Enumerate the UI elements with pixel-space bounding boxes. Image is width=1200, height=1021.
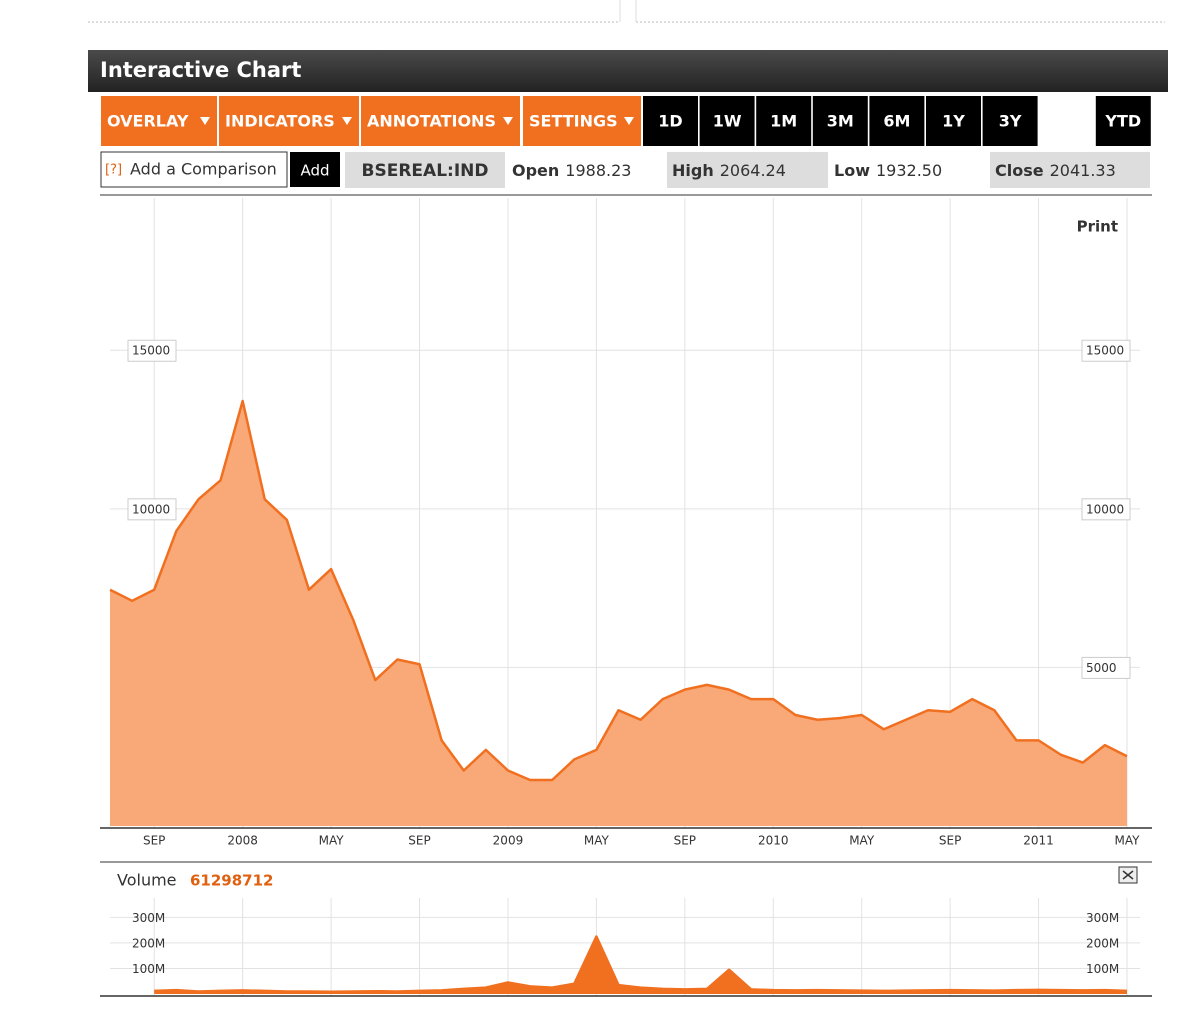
range-button[interactable] <box>699 96 755 146</box>
comparison-placeholder: Add a Comparison <box>130 160 277 179</box>
range-label: 1Y <box>942 112 965 131</box>
menu-button[interactable] <box>219 96 359 146</box>
area <box>154 936 1127 994</box>
y-tick-label: 300M <box>132 911 165 925</box>
range-label: YTD <box>1104 112 1141 131</box>
range-button[interactable] <box>869 96 925 146</box>
x-tick-label: MAY <box>584 834 610 848</box>
x-tick-label: SEP <box>674 834 696 848</box>
add-button[interactable] <box>290 152 340 187</box>
help-icon[interactable]: [?] <box>105 163 122 178</box>
x-tick-label: SEP <box>939 834 961 848</box>
y-tick-label: 10000 <box>132 502 170 516</box>
menu-label: OVERLAY <box>107 112 189 131</box>
range-label: 1D <box>658 112 682 131</box>
quote: Open 1988.23 High 2064.24 Low 1932.50 Close 204… <box>512 152 1150 188</box>
ticker: BSEREAL:IND <box>362 161 489 181</box>
range-label: 1W <box>713 112 742 131</box>
quote-box <box>667 152 828 188</box>
range-button[interactable] <box>812 96 868 146</box>
quote-label: Close <box>995 161 1044 180</box>
quote-item: Low 1932.50 <box>834 161 942 180</box>
tick-box <box>1081 656 1131 679</box>
menu-button[interactable] <box>523 96 641 146</box>
quote-label: Low <box>834 161 870 180</box>
range-label: 3Y <box>999 112 1022 131</box>
menu-arrow <box>624 117 634 125</box>
quote-value: 2041.33 <box>1050 161 1116 180</box>
x-tick-label: 2010 <box>758 834 789 848</box>
range-label: 6M <box>883 112 910 131</box>
y-tick-label: 100M <box>132 962 165 976</box>
y-tick-label: 200M <box>132 936 165 950</box>
y2-tick-label: 15000 <box>1086 344 1124 358</box>
y-tick-label: 15000 <box>132 344 170 358</box>
menu-arrow <box>342 117 352 125</box>
y2-tick-label: 300M <box>1086 911 1119 925</box>
quote-item: Close 2041.33 <box>995 161 1116 180</box>
tick-box <box>127 339 177 362</box>
quote-value: 1988.23 <box>565 161 631 180</box>
menu-button[interactable] <box>361 96 520 146</box>
x-tick-label: SEP <box>143 834 165 848</box>
quote-item: Open 1988.23 <box>512 161 631 180</box>
line <box>109 399 1128 782</box>
ticker-box <box>345 152 505 188</box>
menu-label: INDICATORS <box>225 112 335 131</box>
range-label: 1M <box>770 112 797 131</box>
y2-tick-label: 200M <box>1086 936 1119 950</box>
menu-button[interactable] <box>101 96 217 146</box>
menu-label: SETTINGS <box>529 112 618 131</box>
x-tick-label: MAY <box>849 834 875 848</box>
y2-tick-label: 10000 <box>1086 502 1124 516</box>
volume-chart: 100M 100M 200M 200M 300M 300M <box>100 898 1152 997</box>
x-tick-label: MAY <box>319 834 345 848</box>
range-button[interactable] <box>1095 96 1151 146</box>
quote-box <box>990 152 1150 188</box>
line <box>154 935 1128 993</box>
add-button-label: Add <box>300 162 329 180</box>
quote-value: 2064.24 <box>720 161 786 180</box>
x-tick-label: 2011 <box>1023 834 1054 848</box>
range-button[interactable] <box>1039 96 1095 146</box>
x-tick-label: 2009 <box>493 834 524 848</box>
x-tick-label: 2008 <box>227 834 258 848</box>
header-bar <box>88 50 1168 92</box>
range-button[interactable] <box>643 96 698 146</box>
x-tick-label: SEP <box>408 834 430 848</box>
print-link[interactable]: Print <box>1077 218 1118 236</box>
comparison-input[interactable] <box>100 151 288 188</box>
tick-box <box>1081 498 1131 521</box>
menu-arrow <box>503 117 513 125</box>
y2-tick-label: 5000 <box>1086 661 1117 675</box>
range-button[interactable] <box>982 96 1038 146</box>
volume-label: Volume <box>117 871 177 890</box>
range-label: 3M <box>827 112 854 131</box>
quote-label: Open <box>512 161 559 180</box>
range-button[interactable] <box>756 96 812 146</box>
toolbar: OVERLAY INDICATORS ANNOTATIONS SETTINGS 1D 1W… <box>101 96 1151 146</box>
area <box>110 400 1127 826</box>
menu-label: ANNOTATIONS <box>367 112 496 131</box>
quote-item: High 2064.24 <box>672 161 786 180</box>
header-title: Interactive Chart <box>100 58 301 82</box>
price-chart: 5000500010000100001500015000SEP2008MAYSE… <box>100 198 1152 848</box>
y2-tick-label: 100M <box>1086 962 1119 976</box>
tick-box <box>1081 339 1131 362</box>
quote-label: High <box>672 161 714 180</box>
range-label: 5Y <box>1057 112 1077 131</box>
x-tick-label: MAY <box>1115 834 1141 848</box>
volume-value: 61298712 <box>190 872 274 890</box>
menu-arrow <box>200 117 210 125</box>
tick-box <box>127 498 177 521</box>
quote-value: 1932.50 <box>876 161 942 180</box>
close-icon <box>1122 870 1134 880</box>
range-button[interactable] <box>926 96 981 146</box>
